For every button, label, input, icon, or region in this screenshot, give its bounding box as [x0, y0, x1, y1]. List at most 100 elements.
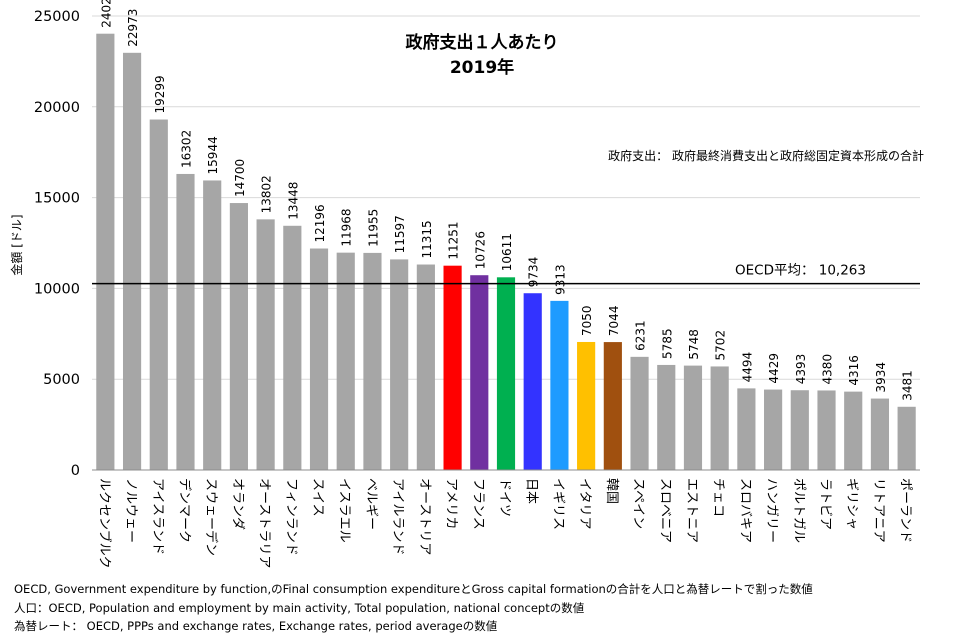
- value-label: 10726: [473, 231, 487, 269]
- bar: [630, 356, 649, 470]
- value-label: 3934: [874, 362, 888, 393]
- category-label: イギリス: [550, 478, 565, 530]
- y-tick-label: 15000: [34, 191, 80, 207]
- bar: [390, 259, 409, 470]
- value-labels: 24025 22973 19299 16302 15944 14700 13802 13448…: [99, 0, 914, 401]
- chart-subtitle: 2019年: [450, 57, 514, 78]
- value-label: 11251: [447, 221, 461, 259]
- value-label: 24025: [99, 0, 113, 28]
- value-label: 16302: [179, 130, 193, 168]
- bar: [577, 341, 596, 470]
- y-tick-label: 10000: [34, 281, 80, 297]
- bar: [737, 388, 756, 470]
- bar: [309, 248, 329, 470]
- category-label: ラトビア: [818, 478, 833, 530]
- category-label: オランダ: [230, 478, 245, 530]
- category-label: 韓国: [604, 478, 619, 504]
- bar: [416, 264, 435, 470]
- value-label: 14700: [233, 159, 247, 197]
- bar: [790, 390, 809, 470]
- value-label: 7044: [607, 306, 621, 337]
- bar: [363, 252, 382, 470]
- value-label: 4429: [767, 353, 781, 384]
- category-label: ハンガリー: [764, 478, 779, 543]
- value-label: 11955: [366, 209, 380, 247]
- bar: [443, 265, 462, 470]
- category-label: スウェーデン: [203, 478, 219, 556]
- chart-title: 政府支出１人あたり: [406, 32, 559, 53]
- category-label: ベルギー: [363, 478, 378, 530]
- bar: [764, 389, 783, 470]
- value-label: 4393: [794, 354, 808, 385]
- bar: [283, 225, 302, 470]
- category-label: ギリシャ: [844, 478, 859, 530]
- value-label: 6231: [634, 320, 648, 351]
- category-label: エストニア: [684, 478, 699, 543]
- category-label: フィンランド: [283, 478, 298, 556]
- value-label: 9734: [527, 257, 541, 288]
- bar: [603, 342, 622, 470]
- value-label: 3481: [901, 370, 915, 401]
- category-label: スロベニア: [657, 478, 672, 543]
- value-label: 10611: [500, 233, 514, 271]
- bar: [256, 219, 275, 470]
- category-label: アイルランド: [390, 478, 405, 555]
- category-label: ポルトガル: [791, 478, 806, 543]
- category-label: フランス: [470, 478, 485, 530]
- bar: [203, 180, 222, 470]
- bar-chart: 0 5000 10000 15000 20000 25000 24025 22973 1929…: [9, 0, 924, 569]
- category-label: イタリア: [577, 478, 592, 529]
- value-label: 5748: [687, 329, 701, 360]
- bar: [817, 390, 836, 470]
- bar: [496, 277, 516, 470]
- bar: [523, 293, 542, 470]
- footnote-source: OECD, Government expenditure by function…: [14, 582, 813, 596]
- value-label: 11315: [420, 220, 434, 258]
- value-label: 13802: [260, 175, 274, 213]
- bar: [122, 52, 142, 470]
- value-label: 4316: [847, 355, 861, 386]
- oecd-average-label: OECD平均： 10,263: [735, 263, 866, 279]
- bar: [229, 203, 248, 470]
- bar: [550, 300, 569, 470]
- value-label: 11597: [393, 215, 407, 253]
- value-label: 19299: [153, 75, 167, 113]
- category-label: オーストラリア: [257, 478, 272, 568]
- bar: [897, 406, 916, 470]
- bars: [96, 33, 916, 471]
- value-label: 4380: [821, 354, 835, 385]
- bar: [870, 398, 890, 470]
- value-label: 4494: [740, 352, 754, 383]
- bar: [657, 364, 676, 470]
- bar: [176, 173, 195, 470]
- category-label: リトアニア: [871, 478, 886, 543]
- bar: [336, 252, 355, 470]
- bar: [844, 391, 863, 470]
- category-label: アイスランド: [150, 478, 165, 555]
- bar: [96, 33, 115, 471]
- y-tick-label: 25000: [34, 9, 80, 25]
- value-label: 5785: [660, 328, 674, 359]
- bar: [470, 275, 489, 470]
- y-tick-label: 20000: [34, 100, 80, 116]
- value-label: 7050: [580, 305, 594, 336]
- category-label: スペイン: [631, 478, 646, 529]
- category-label: ドイツ: [497, 478, 512, 517]
- bar: [683, 365, 703, 470]
- bar: [149, 119, 168, 471]
- y-axis-label: 金額 [ドル]: [9, 214, 24, 275]
- category-label: ノルウェー: [123, 478, 138, 543]
- category-label: 日本: [524, 478, 539, 504]
- value-label: 5702: [714, 330, 728, 361]
- value-label: 22973: [126, 9, 140, 47]
- category-label: イスラエル: [337, 478, 352, 543]
- y-tick-label: 5000: [43, 372, 80, 388]
- value-label: 12196: [313, 204, 327, 242]
- definition-note: 政府支出： 政府最終消費支出と政府総固定資本形成の合計: [608, 148, 924, 163]
- bar: [710, 366, 729, 470]
- y-axis-ticks: 0 5000 10000 15000 20000 25000: [34, 9, 80, 479]
- footnote-exchange-rate: 為替レート： OECD, PPPs and exchange rates, Ex…: [14, 619, 498, 633]
- category-label: デンマーク: [176, 478, 192, 543]
- category-label: スイス: [310, 478, 325, 517]
- category-label: チェコ: [711, 478, 726, 517]
